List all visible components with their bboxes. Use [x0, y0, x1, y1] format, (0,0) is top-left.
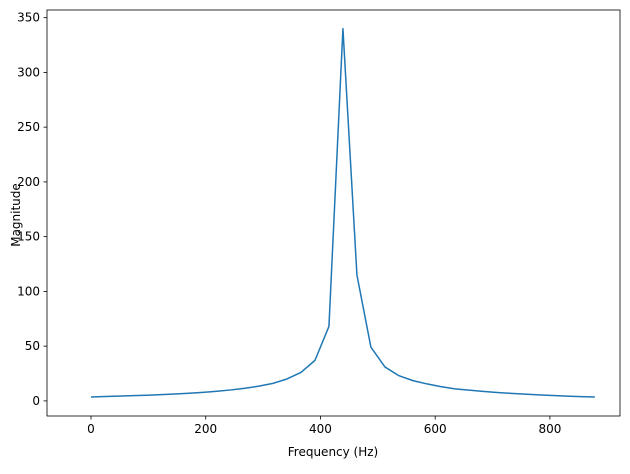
- line-series: [90, 27, 595, 398]
- y-tick-label: 150: [17, 230, 40, 244]
- y-tick-label: 50: [25, 339, 40, 353]
- x-tick-label: 400: [309, 422, 332, 436]
- y-tick-label: 250: [17, 120, 40, 134]
- x-tick-label: 800: [538, 422, 561, 436]
- y-axis-label: Magnitude: [9, 183, 23, 247]
- plot-frame: [46, 9, 621, 417]
- y-tick-label: 200: [17, 175, 40, 189]
- y-tick-label: 350: [17, 11, 40, 25]
- y-tick-label: 100: [17, 284, 40, 298]
- y-tick-label: 0: [32, 394, 40, 408]
- x-tick-label: 200: [194, 422, 217, 436]
- x-tick-label: 600: [424, 422, 447, 436]
- y-tick-label: 300: [17, 65, 40, 79]
- x-tick-label: 0: [87, 422, 95, 436]
- x-axis-label: Frequency (Hz): [288, 445, 379, 459]
